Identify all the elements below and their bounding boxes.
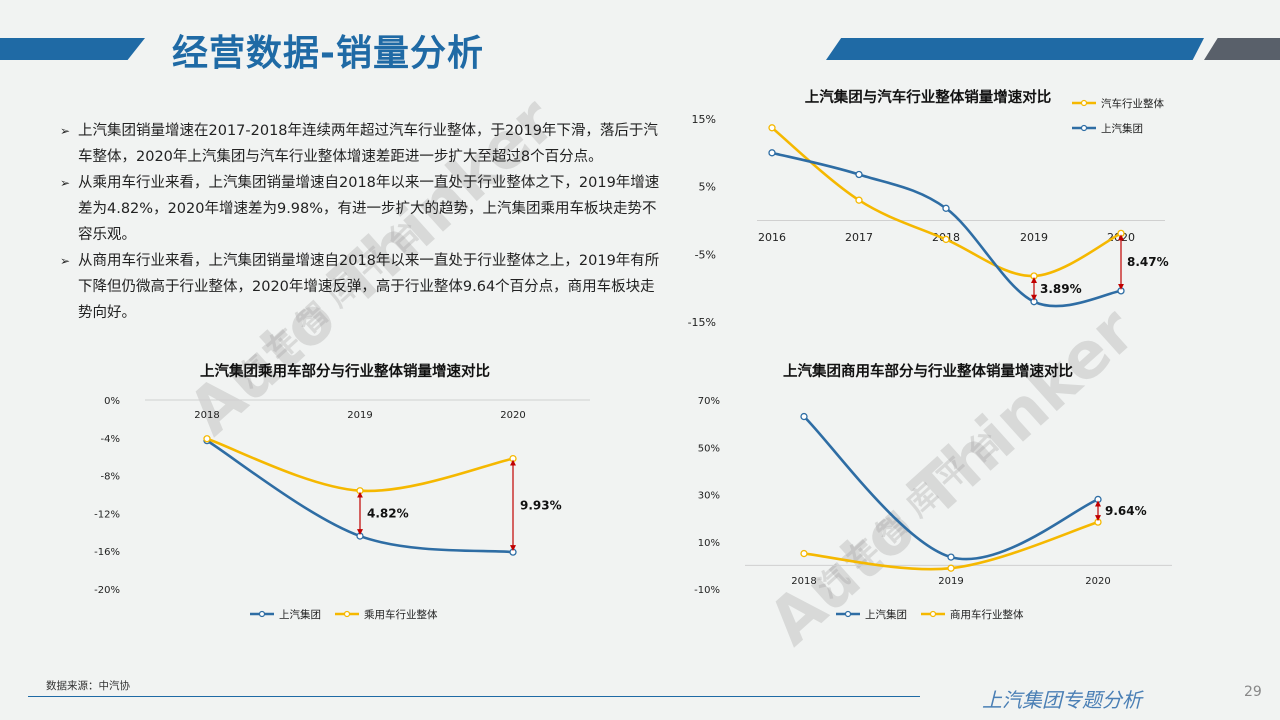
data-source: 数据来源：中汽协 xyxy=(46,680,130,692)
page-number: 29 xyxy=(1244,684,1262,700)
page-title: 经营数据-销量分析 xyxy=(172,33,484,74)
data-point xyxy=(1094,518,1102,526)
y-tick-label: 50% xyxy=(698,443,720,454)
series-line-乘用车行业整体 xyxy=(206,437,514,493)
y-tick-label: -5% xyxy=(695,248,716,261)
legend-marker xyxy=(1080,124,1088,132)
data-point xyxy=(1117,287,1125,295)
y-tick-label: 0% xyxy=(104,396,120,407)
y-tick-label: 5% xyxy=(699,181,716,194)
x-tick-label: 2019 xyxy=(938,576,963,587)
gap-label: 9.93% xyxy=(520,498,562,512)
data-point xyxy=(855,196,863,204)
legend-marker xyxy=(929,610,937,618)
data-point xyxy=(1030,272,1038,280)
y-tick-label: 15% xyxy=(692,113,716,126)
data-point xyxy=(942,204,950,212)
data-point xyxy=(1030,298,1038,306)
y-tick-label: -20% xyxy=(94,585,120,596)
legend-label: 上汽集团 xyxy=(279,608,321,621)
x-tick-label: 2019 xyxy=(1020,231,1048,244)
legend-label: 商用车行业整体 xyxy=(950,608,1024,621)
x-tick-label: 2020 xyxy=(1085,576,1110,587)
x-tick-label: 2018 xyxy=(791,576,816,587)
data-point xyxy=(800,549,808,558)
y-tick-label: 10% xyxy=(698,538,720,549)
y-tick-label: 30% xyxy=(698,491,720,502)
data-point xyxy=(1094,495,1102,504)
x-tick-label: 2018 xyxy=(194,410,219,421)
data-point xyxy=(768,149,776,157)
gap-label: 9.64% xyxy=(1105,504,1147,518)
y-tick-label: 70% xyxy=(698,396,720,407)
y-tick-label: -12% xyxy=(94,509,120,520)
series-line-商用车行业整体 xyxy=(803,520,1099,571)
legend-label: 乘用车行业整体 xyxy=(364,608,438,621)
header-band-right xyxy=(826,38,1204,60)
gap-label: 8.47% xyxy=(1127,255,1169,269)
legend-label: 上汽集团 xyxy=(865,608,907,621)
legend-marker xyxy=(844,610,852,618)
x-tick-label: 2017 xyxy=(845,231,873,244)
data-point xyxy=(509,548,517,556)
y-tick-label: -16% xyxy=(94,547,120,558)
gap-label: 4.82% xyxy=(367,506,409,520)
bullet-item: 上汽集团销量增速在2017-2018年连续两年超过汽车行业整体，于2019年下滑… xyxy=(60,118,660,170)
data-point xyxy=(509,454,517,463)
data-point xyxy=(203,435,211,443)
data-point xyxy=(356,532,364,540)
series-line-汽车行业整体 xyxy=(771,126,1122,278)
x-tick-label: 2019 xyxy=(347,410,372,421)
y-tick-label: -8% xyxy=(101,472,120,483)
data-point xyxy=(768,124,776,132)
chart-title: 上汽集团乘用车部分与行业整体销量增速对比 xyxy=(200,362,490,380)
header-band-right-gray xyxy=(1204,38,1280,60)
data-point xyxy=(1117,229,1125,238)
data-point xyxy=(942,235,950,244)
y-tick-label: -10% xyxy=(694,585,720,596)
data-point xyxy=(947,564,955,572)
gap-label: 3.89% xyxy=(1040,282,1082,296)
legend-label: 上汽集团 xyxy=(1101,122,1143,135)
legend-marker xyxy=(1080,99,1088,107)
bullet-item: 从乘用车行业来看，上汽集团销量增速自2018年以来一直处于行业整体之下，2019… xyxy=(60,170,660,248)
legend-marker xyxy=(343,610,351,618)
data-point xyxy=(855,170,863,179)
footer-title: 上汽集团专题分析 xyxy=(982,688,1142,712)
data-point xyxy=(800,412,808,421)
chart-title: 上汽集团与汽车行业整体销量增速对比 xyxy=(805,88,1052,106)
legend-marker xyxy=(258,610,266,618)
analysis-bullets: 上汽集团销量增速在2017-2018年连续两年超过汽车行业整体，于2019年下滑… xyxy=(60,118,660,326)
header-band-left xyxy=(0,38,145,60)
legend-label: 汽车行业整体 xyxy=(1101,97,1164,110)
footer-divider xyxy=(28,696,920,697)
y-tick-label: -15% xyxy=(688,316,716,329)
data-point xyxy=(356,487,364,495)
bullet-item: 从商用车行业来看，上汽集团销量增速自2018年以来一直处于行业整体之上，2019… xyxy=(60,248,660,326)
y-tick-label: -4% xyxy=(101,434,120,445)
chart-title: 上汽集团商用车部分与行业整体销量增速对比 xyxy=(783,362,1073,380)
x-tick-label: 2016 xyxy=(758,231,786,244)
data-point xyxy=(947,553,955,561)
x-tick-label: 2020 xyxy=(500,410,525,421)
